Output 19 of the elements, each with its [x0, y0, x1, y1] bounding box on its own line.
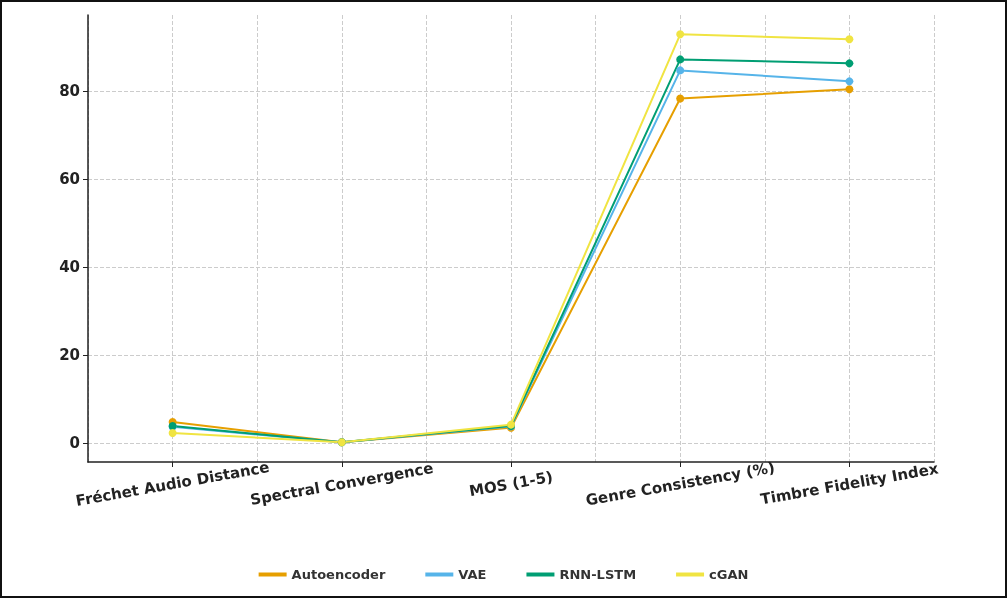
- point: [676, 66, 685, 75]
- point: [676, 55, 685, 64]
- y-tick-label: 60: [59, 170, 80, 189]
- point: [676, 30, 685, 39]
- point: [845, 77, 854, 86]
- point: [676, 94, 685, 103]
- legend-label: VAE: [458, 567, 487, 582]
- legend-label: RNN-LSTM: [559, 567, 637, 582]
- y-tick-label: 80: [59, 82, 80, 101]
- y-tick-label: 40: [59, 258, 80, 277]
- point: [845, 59, 854, 68]
- y-tick-label: 20: [59, 346, 80, 365]
- legend-label: cGAN: [709, 567, 749, 582]
- point: [168, 428, 177, 437]
- legend-label: Autoencoder: [291, 567, 386, 582]
- point: [845, 35, 854, 44]
- point: [845, 85, 854, 94]
- x-tick-label: MOS (1-5): [467, 467, 555, 501]
- y-tick-label: 0: [69, 434, 80, 453]
